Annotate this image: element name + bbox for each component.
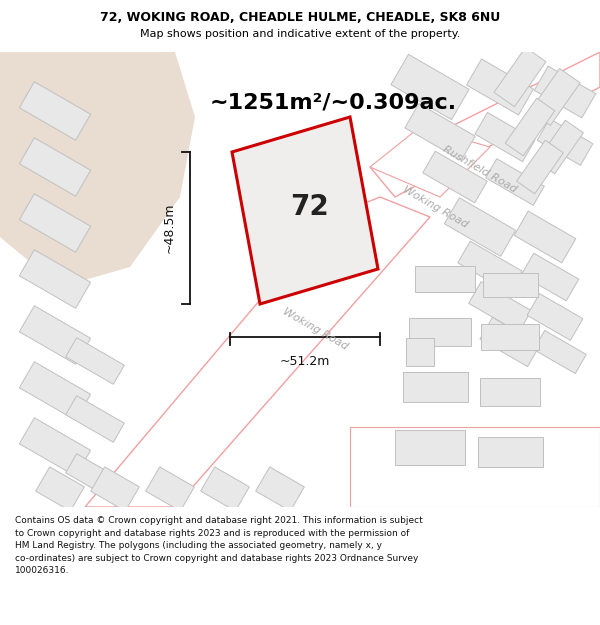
Polygon shape: [415, 266, 475, 292]
Polygon shape: [458, 241, 522, 293]
Polygon shape: [65, 338, 124, 384]
Polygon shape: [478, 437, 542, 467]
Polygon shape: [370, 52, 600, 197]
Polygon shape: [350, 427, 600, 507]
Text: Woking Road: Woking Road: [401, 184, 469, 230]
Polygon shape: [256, 467, 304, 511]
Polygon shape: [480, 318, 540, 367]
Polygon shape: [85, 197, 430, 507]
Polygon shape: [485, 159, 544, 205]
Polygon shape: [19, 194, 91, 252]
Polygon shape: [91, 467, 139, 511]
Text: 72: 72: [290, 193, 329, 221]
Polygon shape: [481, 324, 539, 350]
Polygon shape: [423, 151, 487, 203]
Polygon shape: [527, 294, 583, 341]
Polygon shape: [200, 467, 250, 511]
Polygon shape: [536, 120, 583, 174]
Polygon shape: [514, 211, 576, 263]
Text: ~1251m²/~0.309ac.: ~1251m²/~0.309ac.: [210, 92, 457, 112]
Polygon shape: [395, 429, 465, 464]
Text: ~51.2m: ~51.2m: [280, 355, 330, 368]
Polygon shape: [475, 112, 535, 162]
Polygon shape: [19, 250, 91, 308]
Polygon shape: [469, 282, 532, 332]
Polygon shape: [19, 418, 91, 476]
Polygon shape: [19, 362, 91, 420]
Polygon shape: [445, 198, 515, 256]
Polygon shape: [530, 69, 580, 126]
Polygon shape: [517, 140, 563, 194]
Polygon shape: [494, 48, 546, 107]
Text: Woking Road: Woking Road: [281, 306, 349, 352]
Polygon shape: [65, 454, 124, 500]
Polygon shape: [65, 396, 124, 442]
Polygon shape: [534, 66, 596, 118]
Polygon shape: [406, 338, 434, 366]
Polygon shape: [405, 104, 475, 161]
Polygon shape: [35, 467, 85, 511]
Polygon shape: [505, 98, 555, 156]
Text: ~48.5m: ~48.5m: [163, 202, 176, 253]
Polygon shape: [521, 253, 579, 301]
Polygon shape: [403, 372, 467, 402]
Polygon shape: [482, 273, 538, 297]
Polygon shape: [534, 331, 586, 374]
Text: 72, WOKING ROAD, CHEADLE HULME, CHEADLE, SK8 6NU: 72, WOKING ROAD, CHEADLE HULME, CHEADLE,…: [100, 11, 500, 24]
Polygon shape: [537, 119, 593, 166]
Polygon shape: [232, 117, 378, 304]
Text: Rushfield Road: Rushfield Road: [441, 144, 519, 194]
Polygon shape: [19, 82, 91, 140]
Polygon shape: [370, 127, 490, 197]
Polygon shape: [146, 467, 194, 511]
Text: Contains OS data © Crown copyright and database right 2021. This information is : Contains OS data © Crown copyright and d…: [15, 516, 423, 576]
Polygon shape: [467, 59, 533, 115]
Polygon shape: [391, 54, 469, 119]
Polygon shape: [480, 378, 540, 406]
Polygon shape: [19, 138, 91, 196]
Polygon shape: [409, 318, 471, 346]
Polygon shape: [19, 306, 91, 364]
Text: Map shows position and indicative extent of the property.: Map shows position and indicative extent…: [140, 29, 460, 39]
Polygon shape: [0, 52, 195, 287]
